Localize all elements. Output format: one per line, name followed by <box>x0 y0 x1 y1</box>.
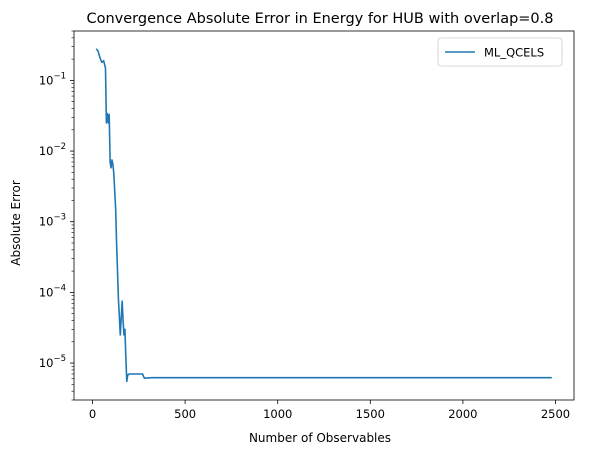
x-tick-label: 1500 <box>356 407 385 421</box>
x-axis-label: Number of Observables <box>249 431 391 445</box>
x-tick-label: 500 <box>174 407 196 421</box>
chart-title: Convergence Absolute Error in Energy for… <box>86 11 553 27</box>
x-tick-label: 2000 <box>448 407 477 421</box>
y-tick-label: 10−3 <box>39 213 66 229</box>
y-tick-label: 10−5 <box>39 354 66 370</box>
series-line-ml-qcels <box>95 48 552 383</box>
x-tick-label: 1000 <box>263 407 292 421</box>
x-tick-label: 2500 <box>541 407 570 421</box>
y-tick-label: 10−2 <box>39 142 66 158</box>
legend-label: ML_QCELS <box>484 46 544 60</box>
axes-frame <box>73 30 575 401</box>
y-tick-label: 10−1 <box>39 71 66 87</box>
x-axis-ticks: 0 500 1000 1500 2000 2500 <box>89 400 570 421</box>
legend: ML_QCELS <box>437 37 563 67</box>
legend-box <box>437 37 563 67</box>
y-axis-label: Absolute Error <box>9 180 23 266</box>
series-layer <box>95 48 552 383</box>
x-tick-label: 0 <box>89 407 96 421</box>
y-axis-ticks: 10−1 10−2 10−3 10−4 10−5 <box>39 30 74 401</box>
y-tick-label: 10−4 <box>39 283 66 299</box>
